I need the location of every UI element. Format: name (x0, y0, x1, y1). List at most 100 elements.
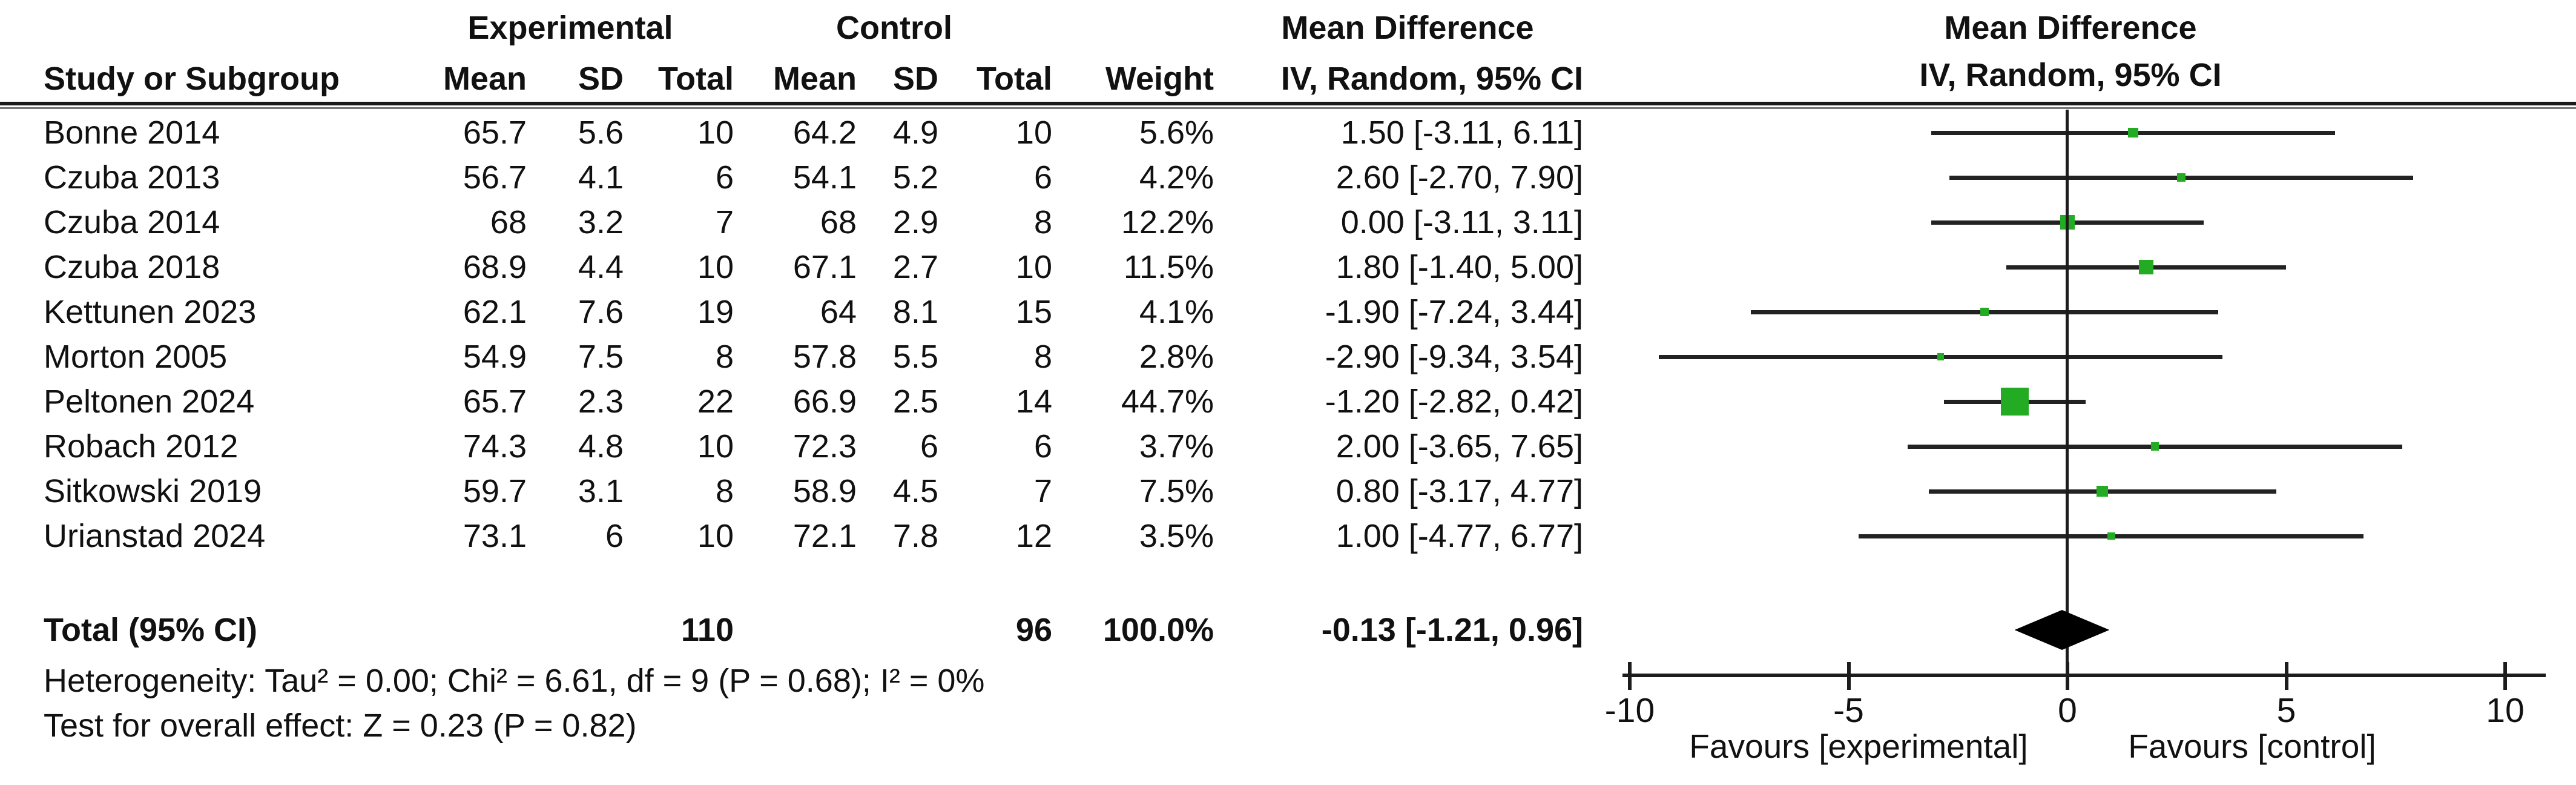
table-row: Bonne 2014 65.7 5.6 10 64.2 4.9 10 5.6% 1.50 [-3… (0, 110, 2576, 155)
study-name: Kettunen 2023 (44, 294, 257, 330)
effect-square (2176, 173, 2186, 182)
table-row: Morton 2005 54.9 7.5 8 57.8 5.5 8 2.8% -2.90 [-9… (0, 334, 2576, 379)
ctl-total: 7 (1033, 473, 1052, 509)
exp-sd: 7.5 (578, 339, 624, 375)
ci-text: 1.00 [-4.77, 6.77] (1336, 518, 1583, 554)
exp-total: 10 (697, 114, 734, 151)
weight: 12.2% (1121, 204, 1214, 240)
study-name: Urianstad 2024 (44, 518, 266, 554)
exp-mean: 68 (490, 204, 527, 240)
exp-total: 19 (697, 294, 734, 330)
ctl-sd: 5.5 (892, 339, 938, 375)
ctl-mean: 68 (820, 204, 857, 240)
effect-square (2107, 532, 2115, 540)
column-header-exp-mean: Mean (443, 61, 527, 97)
total-weight: 100.0% (1102, 612, 1214, 648)
column-header-row: Study or Subgroup Mean SD Total Mean SD … (0, 56, 2576, 101)
axis-tick-label: 0 (2058, 691, 2077, 730)
study-name: Czuba 2013 (44, 159, 220, 196)
exp-mean: 56.7 (463, 159, 527, 196)
ci-text: 0.80 [-3.17, 4.77] (1336, 473, 1583, 509)
exp-sd: 2.3 (578, 383, 624, 420)
study-name: Peltonen 2024 (44, 383, 255, 420)
weight: 3.5% (1139, 518, 1214, 554)
axis-tick-label: 10 (2486, 691, 2525, 730)
exp-mean: 65.7 (463, 114, 527, 151)
exp-total: 8 (715, 473, 734, 509)
ctl-mean: 67.1 (792, 249, 857, 285)
ctl-total: 6 (1033, 159, 1052, 196)
study-name: Robach 2012 (44, 428, 239, 465)
ci-text: 2.60 [-2.70, 7.90] (1336, 159, 1583, 196)
ctl-mean: 54.1 (792, 159, 857, 196)
exp-sd: 5.6 (578, 114, 624, 151)
study-name: Sitkowski 2019 (44, 473, 262, 509)
effect-square (2001, 388, 2029, 416)
exp-sd: 3.2 (578, 204, 624, 240)
ctl-sd: 2.7 (892, 249, 938, 285)
table-row: Czuba 2013 56.7 4.1 6 54.1 5.2 6 4.2% 2.60 [-2.7… (0, 155, 2576, 200)
axis-tick (1628, 662, 1632, 690)
total-row: Total (95% CI) 110 96 100.0% -0.13 [-1.2… (0, 608, 2576, 652)
ctl-total: 14 (1015, 383, 1052, 420)
ctl-mean: 57.8 (792, 339, 857, 375)
ctl-mean: 58.9 (792, 473, 857, 509)
total-ctl-n: 96 (1015, 612, 1052, 648)
plot-header-mean-difference: Mean Difference (1944, 10, 2197, 46)
weight: 4.2% (1139, 159, 1214, 196)
axis-tick (2503, 662, 2507, 690)
header-divider-line (0, 102, 2576, 109)
axis-tick-label: -5 (1833, 691, 1864, 730)
column-header-exp-sd: SD (578, 61, 624, 97)
study-name: Czuba 2014 (44, 204, 220, 240)
ctl-sd: 8.1 (892, 294, 938, 330)
exp-mean: 59.7 (463, 473, 527, 509)
table-row: Urianstad 2024 73.1 6 10 72.1 7.8 12 3.5% 1.00 [… (0, 514, 2576, 558)
exp-total: 22 (697, 383, 734, 420)
table-row: Sitkowski 2019 59.7 3.1 8 58.9 4.5 7 7.5% 0.80 [… (0, 469, 2576, 514)
column-header-iv-random: IV, Random, 95% CI (1280, 61, 1583, 97)
weight: 3.7% (1139, 428, 1214, 465)
weight: 11.5% (1123, 249, 1214, 285)
exp-total: 6 (715, 159, 734, 196)
ci-text: -1.20 [-2.82, 0.42] (1325, 383, 1583, 420)
table-row: Kettunen 2023 62.1 7.6 19 64 8.1 15 4.1% -1.90 [… (0, 290, 2576, 334)
ctl-total: 12 (1015, 518, 1052, 554)
exp-mean: 74.3 (463, 428, 527, 465)
ctl-total: 10 (1015, 114, 1052, 151)
exp-total: 10 (697, 249, 734, 285)
study-name: Bonne 2014 (44, 114, 220, 151)
weight: 2.8% (1139, 339, 1214, 375)
column-header-study: Study or Subgroup (44, 61, 340, 97)
exp-mean: 73.1 (463, 518, 527, 554)
axis-tick (1846, 662, 1851, 690)
column-header-exp-total: Total (658, 61, 734, 97)
zero-reference-line (2066, 110, 2069, 677)
ctl-sd: 6 (920, 428, 938, 465)
study-name: Morton 2005 (44, 339, 228, 375)
axis-tick (2284, 662, 2288, 690)
ctl-sd: 5.2 (892, 159, 938, 196)
ctl-total: 15 (1015, 294, 1052, 330)
ci-text: 2.00 [-3.65, 7.65] (1336, 428, 1583, 465)
column-header-mean-difference: Mean Difference (1281, 10, 1534, 46)
ctl-sd: 4.5 (892, 473, 938, 509)
ctl-total: 8 (1033, 339, 1052, 375)
ctl-mean: 66.9 (792, 383, 857, 420)
table-row: Robach 2012 74.3 4.8 10 72.3 6 6 3.7% 2.00 [-3.6… (0, 424, 2576, 469)
group-header-control: Control (836, 10, 952, 46)
axis-tick (2066, 662, 2069, 690)
x-axis-line (1622, 674, 2546, 677)
weight: 44.7% (1121, 383, 1214, 420)
effect-square (2128, 127, 2138, 138)
ctl-total: 10 (1015, 249, 1052, 285)
total-label: Total (95% CI) (44, 612, 258, 648)
ctl-total: 8 (1033, 204, 1052, 240)
ctl-mean: 64.2 (792, 114, 857, 151)
ci-text: 0.00 [-3.11, 3.11] (1340, 204, 1583, 240)
effect-square (1980, 308, 1989, 316)
column-header-ctl-total2: Total (977, 61, 1052, 97)
table-row: Peltonen 2024 65.7 2.3 22 66.9 2.5 14 44.7% -1.2… (0, 379, 2576, 424)
ctl-mean: 64 (820, 294, 857, 330)
